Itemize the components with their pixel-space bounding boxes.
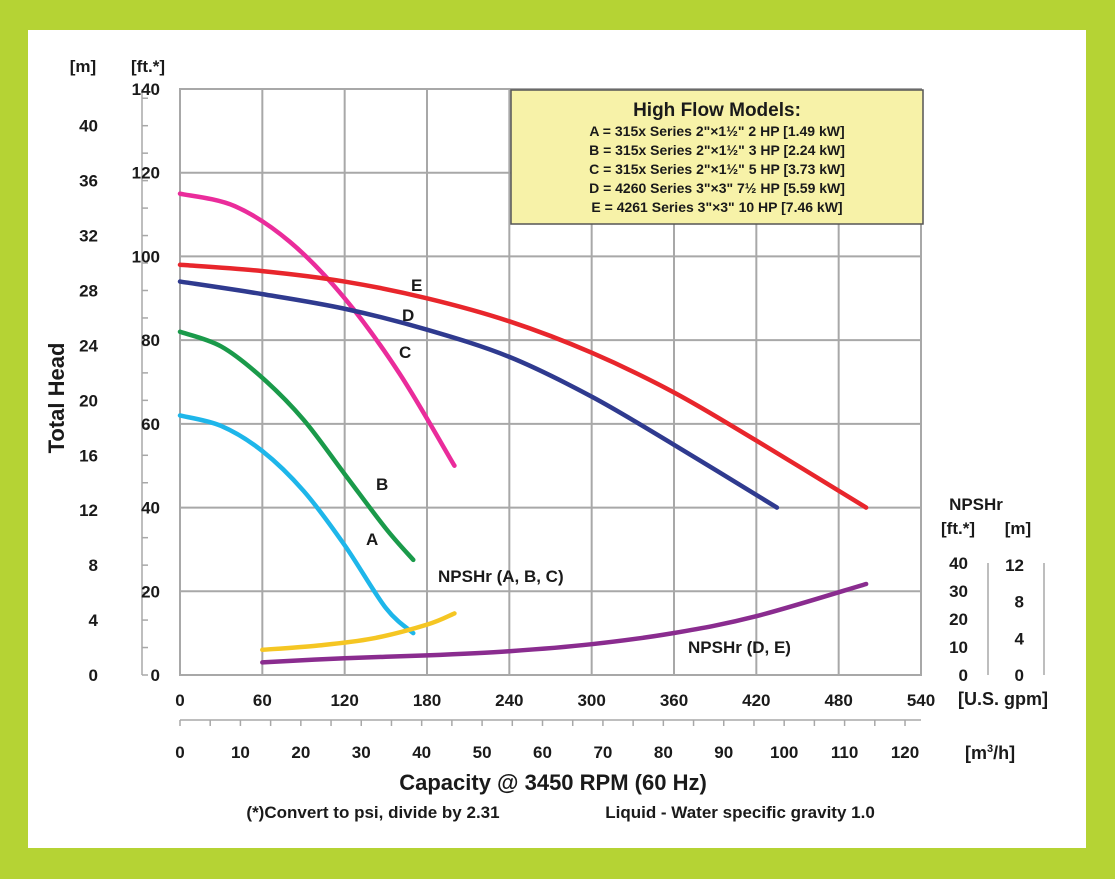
tick-label-m: 36 [79,172,98,191]
tick-label-gpm: 300 [577,691,605,710]
chart-frame: High Flow Models: A = 315x Series 2"×1½"… [28,30,1086,848]
tick-label-m3h: 120 [891,743,919,762]
tick-label-npshr-ft: 10 [949,638,968,657]
tick-label-m3h: 10 [231,743,250,762]
x-unit-m3h: [m3/h] [965,743,1015,763]
tick-label-ft: 60 [141,415,160,434]
npshr-abc-label: NPSHr (A, B, C) [438,567,564,586]
tick-label-m: 20 [79,391,98,410]
y-unit-m: [m] [70,57,96,76]
tick-label-m3h: 20 [291,743,310,762]
tick-label-ft: 40 [141,499,160,518]
tick-label-gpm: 240 [495,691,523,710]
tick-label-m: 40 [79,117,98,136]
series-label-c: C [399,343,411,362]
x-unit-gpm: [U.S. gpm] [958,689,1048,709]
legend-line-d: D = 4260 Series 3"×3" 7½ HP [5.59 kW] [589,180,845,196]
tick-label-ft: 140 [132,80,160,99]
tick-label-m: 28 [79,281,98,300]
tick-label-npshr-m: 12 [1005,556,1024,575]
tick-label-m: 4 [89,611,99,630]
tick-label-m3h: 0 [175,743,184,762]
curve-b [177,329,416,563]
tick-label-gpm: 60 [253,691,272,710]
tick-label-gpm: 540 [907,691,935,710]
series-label-d: D [402,306,414,325]
curve-d [177,279,780,510]
tick-label-gpm: 360 [660,691,688,710]
tick-label-m3h: 60 [533,743,552,762]
tick-label-m: 24 [79,336,98,355]
tick-label-ft: 120 [132,164,160,183]
curve-e [177,262,869,510]
tick-label-npshr-ft: 20 [949,610,968,629]
curves [177,191,869,665]
tick-label-m: 8 [89,556,98,575]
legend-line-a: A = 315x Series 2"×1½" 2 HP [1.49 kW] [589,123,844,139]
y-axis-label: Total Head [44,343,69,454]
legend-line-e: E = 4261 Series 3"×3" 10 HP [7.46 kW] [591,199,842,215]
x-axis-label: Capacity @ 3450 RPM (60 Hz) [399,770,707,795]
series-label-e: E [411,276,422,295]
tick-label-gpm: 480 [824,691,852,710]
y-unit-ft: [ft.*] [131,57,165,76]
tick-label-m: 12 [79,501,98,520]
tick-label-m3h: 80 [654,743,673,762]
tick-label-npshr-ft: 0 [959,666,968,685]
npshr-axis-title: NPSHr [949,495,1003,514]
tick-label-gpm: 120 [330,691,358,710]
pump-curve-chart: High Flow Models: A = 315x Series 2"×1½"… [44,57,1048,822]
tick-label-m3h: 110 [831,743,858,762]
tick-label-npshr-ft: 40 [949,554,968,573]
npshr-de-curve [260,581,869,665]
legend-line-b: B = 315x Series 2"×1½" 3 HP [2.24 kW] [589,142,845,158]
curve-a [177,413,416,636]
footnote-liquid: Liquid - Water specific gravity 1.0 [605,803,875,822]
tick-label-m: 16 [79,446,98,465]
tick-label-m3h: 90 [714,743,733,762]
tick-label-npshr-m: 0 [1015,666,1024,685]
series-label-a: A [366,530,378,549]
tick-label-npshr-m: 4 [1015,629,1025,648]
tick-label-m3h: 100 [770,743,798,762]
tick-label-npshr-m: 8 [1015,593,1024,612]
series-label-b: B [376,475,388,494]
footnote-psi: (*)Convert to psi, divide by 2.31 [246,803,499,822]
tick-label-m3h: 70 [593,743,612,762]
tick-label-ft: 0 [151,666,160,685]
legend: High Flow Models: A = 315x Series 2"×1½"… [510,89,924,225]
npshr-de-label: NPSHr (D, E) [688,638,791,657]
tick-label-gpm: 420 [742,691,770,710]
legend-title: High Flow Models: [633,100,801,121]
tick-label-m3h: 50 [473,743,492,762]
legend-line-c: C = 315x Series 2"×1½" 5 HP [3.73 kW] [589,161,845,177]
tick-label-m: 32 [79,227,98,246]
tick-label-m3h: 40 [412,743,431,762]
legend-box [510,89,924,225]
npshr-unit-m: [m] [1005,519,1031,538]
tick-label-gpm: 0 [175,691,184,710]
tick-label-ft: 20 [141,582,160,601]
npshr-unit-ft: [ft.*] [941,519,975,538]
npshr-abc-curve [260,611,457,653]
tick-label-ft: 80 [141,331,160,350]
tick-label-npshr-ft: 30 [949,582,968,601]
tick-label-m: 0 [89,666,98,685]
tick-label-m3h: 30 [352,743,371,762]
tick-label-gpm: 180 [413,691,441,710]
tick-label-ft: 100 [132,247,160,266]
